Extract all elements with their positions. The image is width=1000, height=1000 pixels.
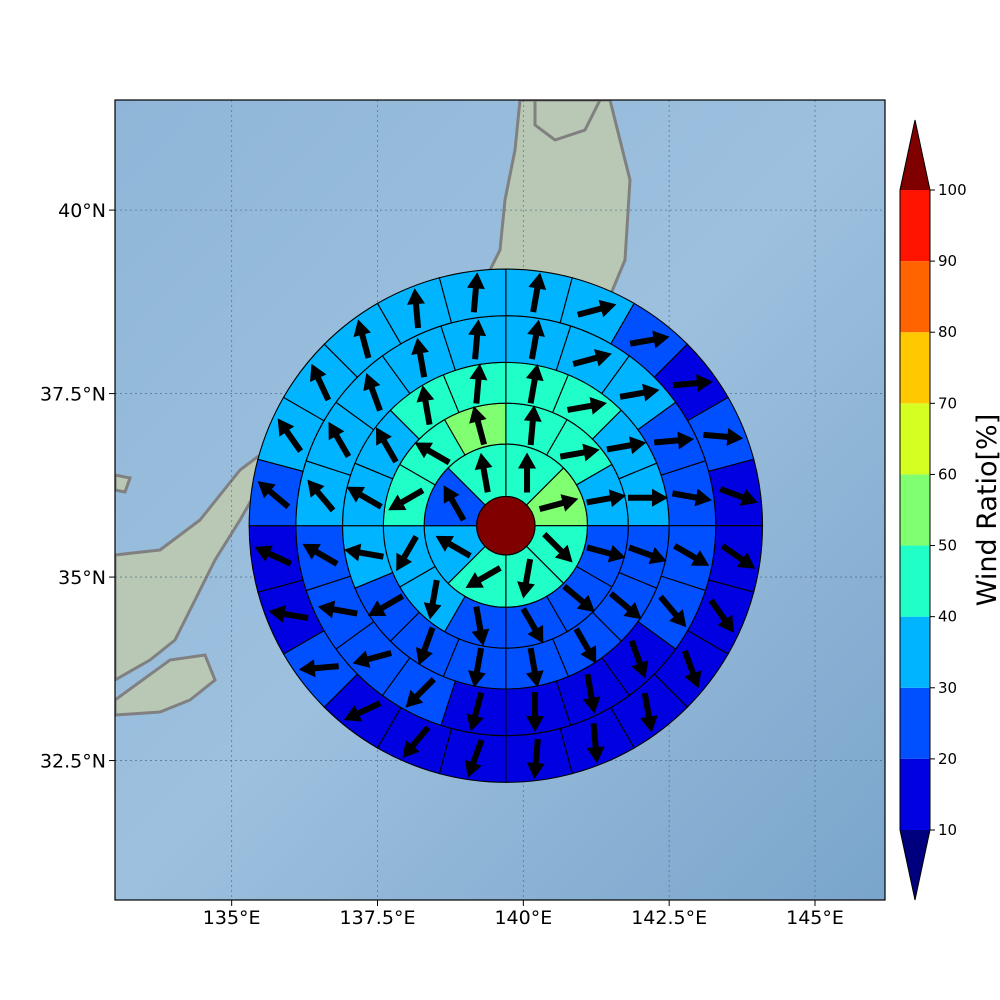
colorbar-title: Wind Ratio[%] bbox=[972, 414, 1000, 606]
lon-tick-label: 142.5°E bbox=[631, 907, 707, 929]
lat-tick-label: 37.5°N bbox=[40, 384, 106, 406]
colorbar-ticks: 10 20 30 40 50 60 70 80 90 100 bbox=[930, 181, 967, 839]
colorbar-box bbox=[900, 688, 930, 759]
colorbar-tick-label: 100 bbox=[938, 181, 967, 199]
colorbar-tick-label: 30 bbox=[938, 679, 957, 697]
colorbar-tick-label: 70 bbox=[938, 394, 957, 412]
colorbar-boxes bbox=[900, 120, 930, 900]
colorbar: 10 20 30 40 50 60 70 80 90 100 Wind Ratio[%] bbox=[900, 120, 1000, 900]
lat-tick-label: 40°N bbox=[58, 200, 106, 222]
colorbar-box bbox=[900, 617, 930, 688]
colorbar-box bbox=[900, 546, 930, 617]
colorbar-box bbox=[900, 190, 930, 261]
colorbar-tick-label: 90 bbox=[938, 252, 957, 270]
colorbar-box bbox=[900, 474, 930, 545]
colorbar-tick-label: 50 bbox=[938, 537, 957, 555]
longitude-ticks: 135°E 137.5°E 140°E 142.5°E 145°E bbox=[203, 900, 844, 929]
colorbar-box bbox=[900, 332, 930, 403]
colorbar-box bbox=[900, 261, 930, 332]
colorbar-tick-label: 20 bbox=[938, 750, 957, 768]
lon-tick-label: 135°E bbox=[203, 907, 261, 929]
colorbar-tick-label: 40 bbox=[938, 608, 957, 626]
center-disk bbox=[477, 497, 535, 555]
lon-tick-label: 137.5°E bbox=[340, 907, 416, 929]
colorbar-tick-label: 80 bbox=[938, 323, 957, 341]
lat-tick-label: 35°N bbox=[58, 567, 106, 589]
wind-sectors bbox=[249, 269, 762, 782]
colorbar-tick-label: 60 bbox=[938, 465, 957, 483]
lon-tick-label: 145°E bbox=[786, 907, 844, 929]
colorbar-under-triangle bbox=[900, 830, 930, 900]
colorbar-over-triangle bbox=[900, 120, 930, 190]
colorbar-tick-label: 10 bbox=[938, 821, 957, 839]
map-axes bbox=[115, 100, 885, 900]
lon-tick-label: 140°E bbox=[494, 907, 552, 929]
colorbar-box bbox=[900, 759, 930, 830]
colorbar-box bbox=[900, 403, 930, 474]
lat-tick-label: 32.5°N bbox=[40, 751, 106, 773]
latitude-ticks: 32.5°N 35°N 37.5°N 40°N bbox=[40, 200, 115, 772]
